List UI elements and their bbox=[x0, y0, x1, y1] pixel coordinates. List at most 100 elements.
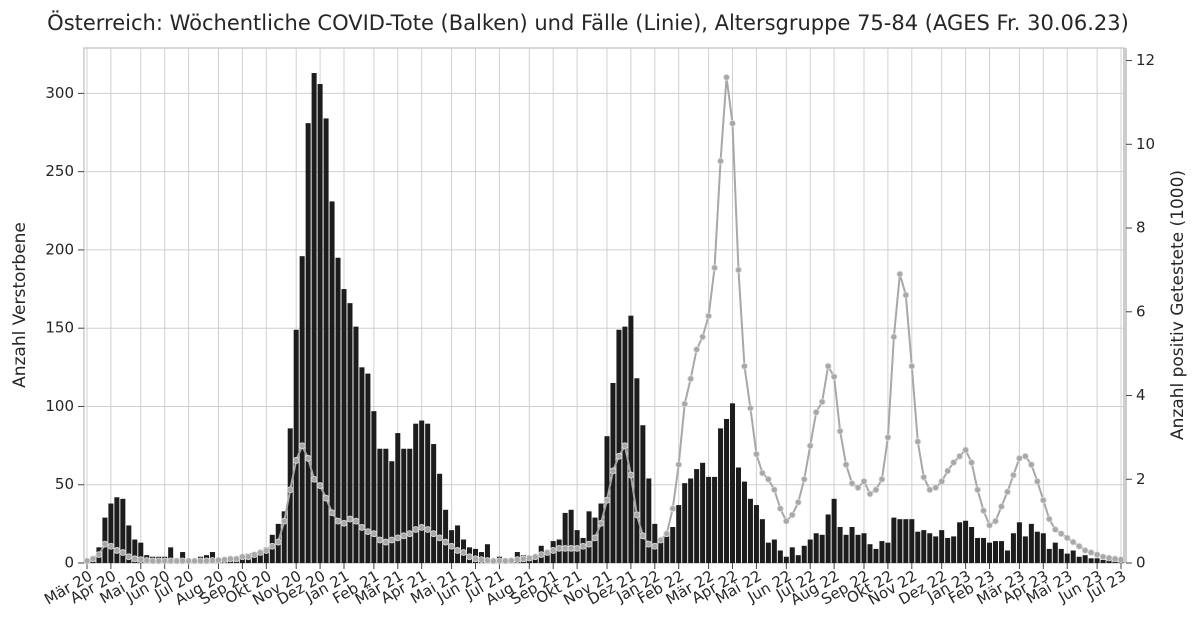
bar bbox=[455, 525, 461, 563]
line-point bbox=[974, 486, 981, 494]
bar bbox=[706, 476, 712, 563]
line-point bbox=[191, 557, 198, 565]
bar bbox=[1004, 550, 1010, 563]
bar bbox=[909, 519, 915, 563]
bar bbox=[819, 534, 825, 563]
bar bbox=[945, 537, 951, 563]
line-point bbox=[155, 557, 163, 565]
bar bbox=[598, 503, 604, 563]
line-point bbox=[262, 547, 270, 554]
bar bbox=[724, 418, 730, 563]
line-point bbox=[83, 557, 91, 565]
bar bbox=[431, 444, 437, 563]
line-point bbox=[675, 461, 683, 469]
line-point bbox=[537, 551, 545, 559]
line-point bbox=[346, 515, 354, 523]
line-point bbox=[358, 524, 366, 531]
bar bbox=[765, 542, 771, 563]
bar bbox=[998, 541, 1004, 563]
bar bbox=[1106, 559, 1112, 563]
bar bbox=[753, 505, 759, 563]
line-point bbox=[382, 538, 390, 546]
y-tick-label: 200 bbox=[45, 240, 74, 258]
bar bbox=[855, 534, 861, 563]
line-point bbox=[448, 542, 455, 550]
bar bbox=[927, 533, 933, 563]
line-point bbox=[735, 266, 742, 274]
bar bbox=[867, 544, 873, 563]
bar bbox=[670, 526, 676, 563]
line-point bbox=[161, 557, 169, 565]
line-point bbox=[986, 521, 993, 529]
bar bbox=[664, 533, 670, 563]
bar bbox=[419, 420, 425, 563]
line-point bbox=[603, 496, 611, 504]
bar bbox=[108, 503, 114, 563]
bar bbox=[437, 473, 443, 563]
bar bbox=[1028, 523, 1034, 563]
line-point bbox=[418, 524, 426, 531]
bar bbox=[897, 519, 903, 563]
bar bbox=[843, 534, 849, 563]
line-point bbox=[340, 519, 348, 527]
line-point bbox=[466, 553, 473, 561]
bar bbox=[413, 423, 419, 563]
bar bbox=[789, 547, 795, 563]
line-point bbox=[980, 507, 987, 515]
bar bbox=[562, 512, 568, 563]
line-point bbox=[119, 549, 127, 556]
bar bbox=[634, 378, 640, 563]
line-point bbox=[334, 517, 342, 525]
line-point bbox=[1081, 547, 1089, 554]
line-point bbox=[956, 452, 964, 460]
line-point bbox=[525, 554, 533, 562]
line-point bbox=[256, 549, 264, 556]
bar bbox=[807, 539, 813, 563]
line-point bbox=[549, 547, 557, 554]
line-point bbox=[1051, 526, 1059, 533]
line-point bbox=[507, 557, 515, 564]
line-point bbox=[1033, 477, 1041, 485]
bar bbox=[849, 526, 855, 563]
bar bbox=[676, 505, 682, 563]
bar bbox=[646, 478, 652, 563]
line-point bbox=[896, 270, 904, 278]
line-point bbox=[274, 538, 282, 546]
line-point bbox=[1039, 496, 1047, 504]
bar bbox=[132, 539, 138, 563]
line-point bbox=[1016, 454, 1023, 462]
bar bbox=[963, 520, 969, 563]
line-point bbox=[460, 549, 467, 556]
line-point bbox=[836, 427, 844, 435]
bar bbox=[586, 511, 592, 563]
bar bbox=[640, 425, 646, 563]
bar bbox=[951, 536, 957, 563]
line-point bbox=[926, 486, 934, 494]
bar bbox=[759, 519, 765, 563]
line-point bbox=[436, 534, 444, 542]
line-point bbox=[747, 404, 754, 412]
line-point bbox=[472, 555, 479, 563]
line-point bbox=[101, 540, 109, 548]
bar bbox=[795, 555, 801, 563]
bar bbox=[969, 526, 975, 563]
line-point bbox=[1093, 551, 1101, 559]
line-point bbox=[310, 475, 318, 483]
line-point bbox=[669, 505, 677, 512]
y2-tick-label: 4 bbox=[1136, 386, 1146, 404]
line-point bbox=[484, 557, 491, 564]
line-point bbox=[860, 477, 868, 485]
y-tick-label: 50 bbox=[55, 475, 74, 493]
line-point bbox=[764, 475, 772, 483]
line-point bbox=[848, 480, 856, 487]
bar bbox=[1100, 559, 1106, 563]
bar bbox=[1064, 553, 1070, 563]
bar bbox=[257, 550, 263, 563]
bar bbox=[628, 315, 634, 563]
bar bbox=[921, 530, 927, 563]
line-point bbox=[615, 452, 623, 460]
bar bbox=[401, 448, 407, 563]
bar bbox=[335, 257, 341, 563]
bar bbox=[825, 514, 831, 563]
line-point bbox=[394, 534, 402, 542]
